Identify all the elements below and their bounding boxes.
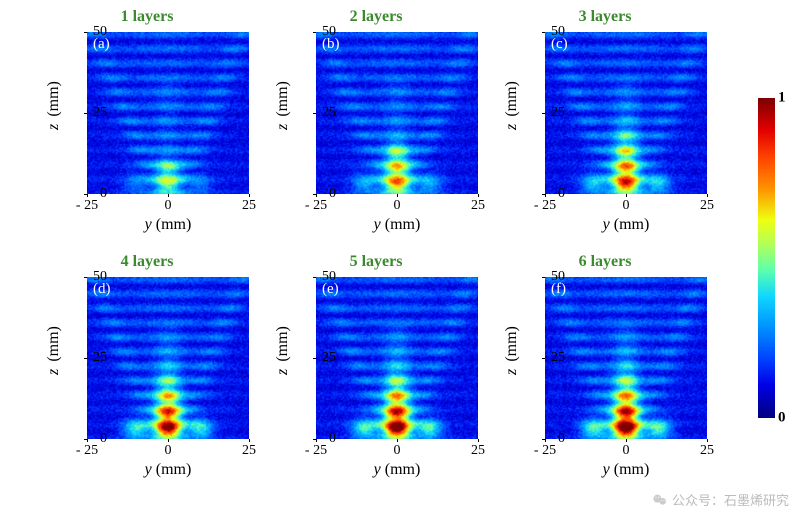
panel-a: 1 layers(a)z (mm)y (mm)02550- 25025: [45, 8, 274, 253]
colorbar-tick: 0: [778, 410, 786, 427]
x-tick-label: - 25: [305, 198, 327, 214]
y-tick-label: 50: [77, 269, 107, 285]
x-tick-label: 25: [471, 198, 485, 214]
x-axis-label: y (mm): [316, 216, 478, 234]
y-tick-mark: [313, 32, 316, 33]
x-axis-label: y (mm): [87, 216, 249, 234]
x-tick-label: - 25: [305, 443, 327, 459]
x-tick-mark: [545, 194, 546, 197]
heatmap: [545, 277, 707, 439]
x-tick-label: 0: [394, 198, 401, 214]
x-tick-mark: [626, 439, 627, 442]
panel-title: 2 layers: [274, 8, 478, 26]
x-tick-mark: [478, 439, 479, 442]
wechat-icon: [652, 492, 668, 508]
y-tick-mark: [542, 358, 545, 359]
colorbar-tick: 1: [778, 90, 786, 107]
colorbar: 10: [758, 98, 775, 418]
x-tick-label: 25: [700, 443, 714, 459]
panel-title: 5 layers: [274, 253, 478, 271]
x-tick-label: 25: [242, 443, 256, 459]
y-tick-mark: [542, 277, 545, 278]
y-tick-label: 50: [306, 24, 336, 40]
panel-b: 2 layers(b)z (mm)y (mm)02550- 25025: [274, 8, 503, 253]
panel-e: 5 layers(e)z (mm)y (mm)02550- 25025: [274, 253, 503, 498]
panel-d: 4 layers(d)z (mm)y (mm)02550- 25025: [45, 253, 274, 498]
heatmap: [87, 277, 249, 439]
x-tick-mark: [626, 194, 627, 197]
y-tick-label: 50: [77, 24, 107, 40]
y-tick-label: 25: [535, 105, 565, 121]
y-tick-mark: [542, 113, 545, 114]
x-tick-label: - 25: [76, 198, 98, 214]
panel-title: 3 layers: [503, 8, 707, 26]
x-axis-label: y (mm): [545, 216, 707, 234]
y-tick-mark: [542, 32, 545, 33]
heatmap: [87, 32, 249, 194]
y-tick-label: 25: [77, 105, 107, 121]
x-tick-label: 0: [165, 443, 172, 459]
watermark-text: 公众号：石墨烯研究: [672, 490, 789, 509]
x-tick-label: 25: [242, 198, 256, 214]
y-tick-label: 25: [306, 105, 336, 121]
heatmap: [545, 32, 707, 194]
y-tick-label: 25: [77, 350, 107, 366]
x-tick-label: 25: [471, 443, 485, 459]
panel-f: 6 layers(f)z (mm)y (mm)02550- 25025: [503, 253, 732, 498]
x-tick-label: 0: [623, 443, 630, 459]
x-tick-mark: [397, 439, 398, 442]
panel-title: 4 layers: [45, 253, 249, 271]
heatmap: [316, 32, 478, 194]
x-tick-mark: [316, 439, 317, 442]
x-tick-mark: [397, 194, 398, 197]
x-tick-mark: [87, 439, 88, 442]
y-tick-label: 50: [535, 269, 565, 285]
x-tick-label: 0: [165, 198, 172, 214]
x-tick-label: 0: [394, 443, 401, 459]
panel-title: 1 layers: [45, 8, 249, 26]
x-tick-label: - 25: [534, 443, 556, 459]
y-tick-mark: [313, 277, 316, 278]
panel-c: 3 layers(c)z (mm)y (mm)02550- 25025: [503, 8, 732, 253]
x-tick-mark: [168, 194, 169, 197]
y-tick-label: 50: [306, 269, 336, 285]
x-tick-mark: [707, 439, 708, 442]
x-tick-label: - 25: [76, 443, 98, 459]
x-axis-label: y (mm): [87, 461, 249, 479]
x-axis-label: y (mm): [316, 461, 478, 479]
y-tick-mark: [313, 358, 316, 359]
panel-title: 6 layers: [503, 253, 707, 271]
colorbar-canvas: [758, 98, 775, 418]
y-tick-label: 25: [306, 350, 336, 366]
y-tick-mark: [84, 358, 87, 359]
x-tick-mark: [168, 439, 169, 442]
x-tick-mark: [249, 194, 250, 197]
panel-grid: 1 layers(a)z (mm)y (mm)02550- 250252 lay…: [45, 8, 732, 498]
y-tick-mark: [84, 32, 87, 33]
y-tick-label: 25: [535, 350, 565, 366]
y-tick-mark: [313, 113, 316, 114]
y-tick-label: 50: [535, 24, 565, 40]
x-tick-mark: [316, 194, 317, 197]
x-tick-mark: [707, 194, 708, 197]
x-tick-mark: [545, 439, 546, 442]
x-tick-label: 0: [623, 198, 630, 214]
x-tick-label: 25: [700, 198, 714, 214]
y-tick-mark: [84, 113, 87, 114]
x-tick-mark: [249, 439, 250, 442]
x-axis-label: y (mm): [545, 461, 707, 479]
x-tick-mark: [478, 194, 479, 197]
heatmap: [316, 277, 478, 439]
watermark: 公众号：石墨烯研究: [652, 490, 789, 509]
x-tick-mark: [87, 194, 88, 197]
y-tick-mark: [84, 277, 87, 278]
x-tick-label: - 25: [534, 198, 556, 214]
